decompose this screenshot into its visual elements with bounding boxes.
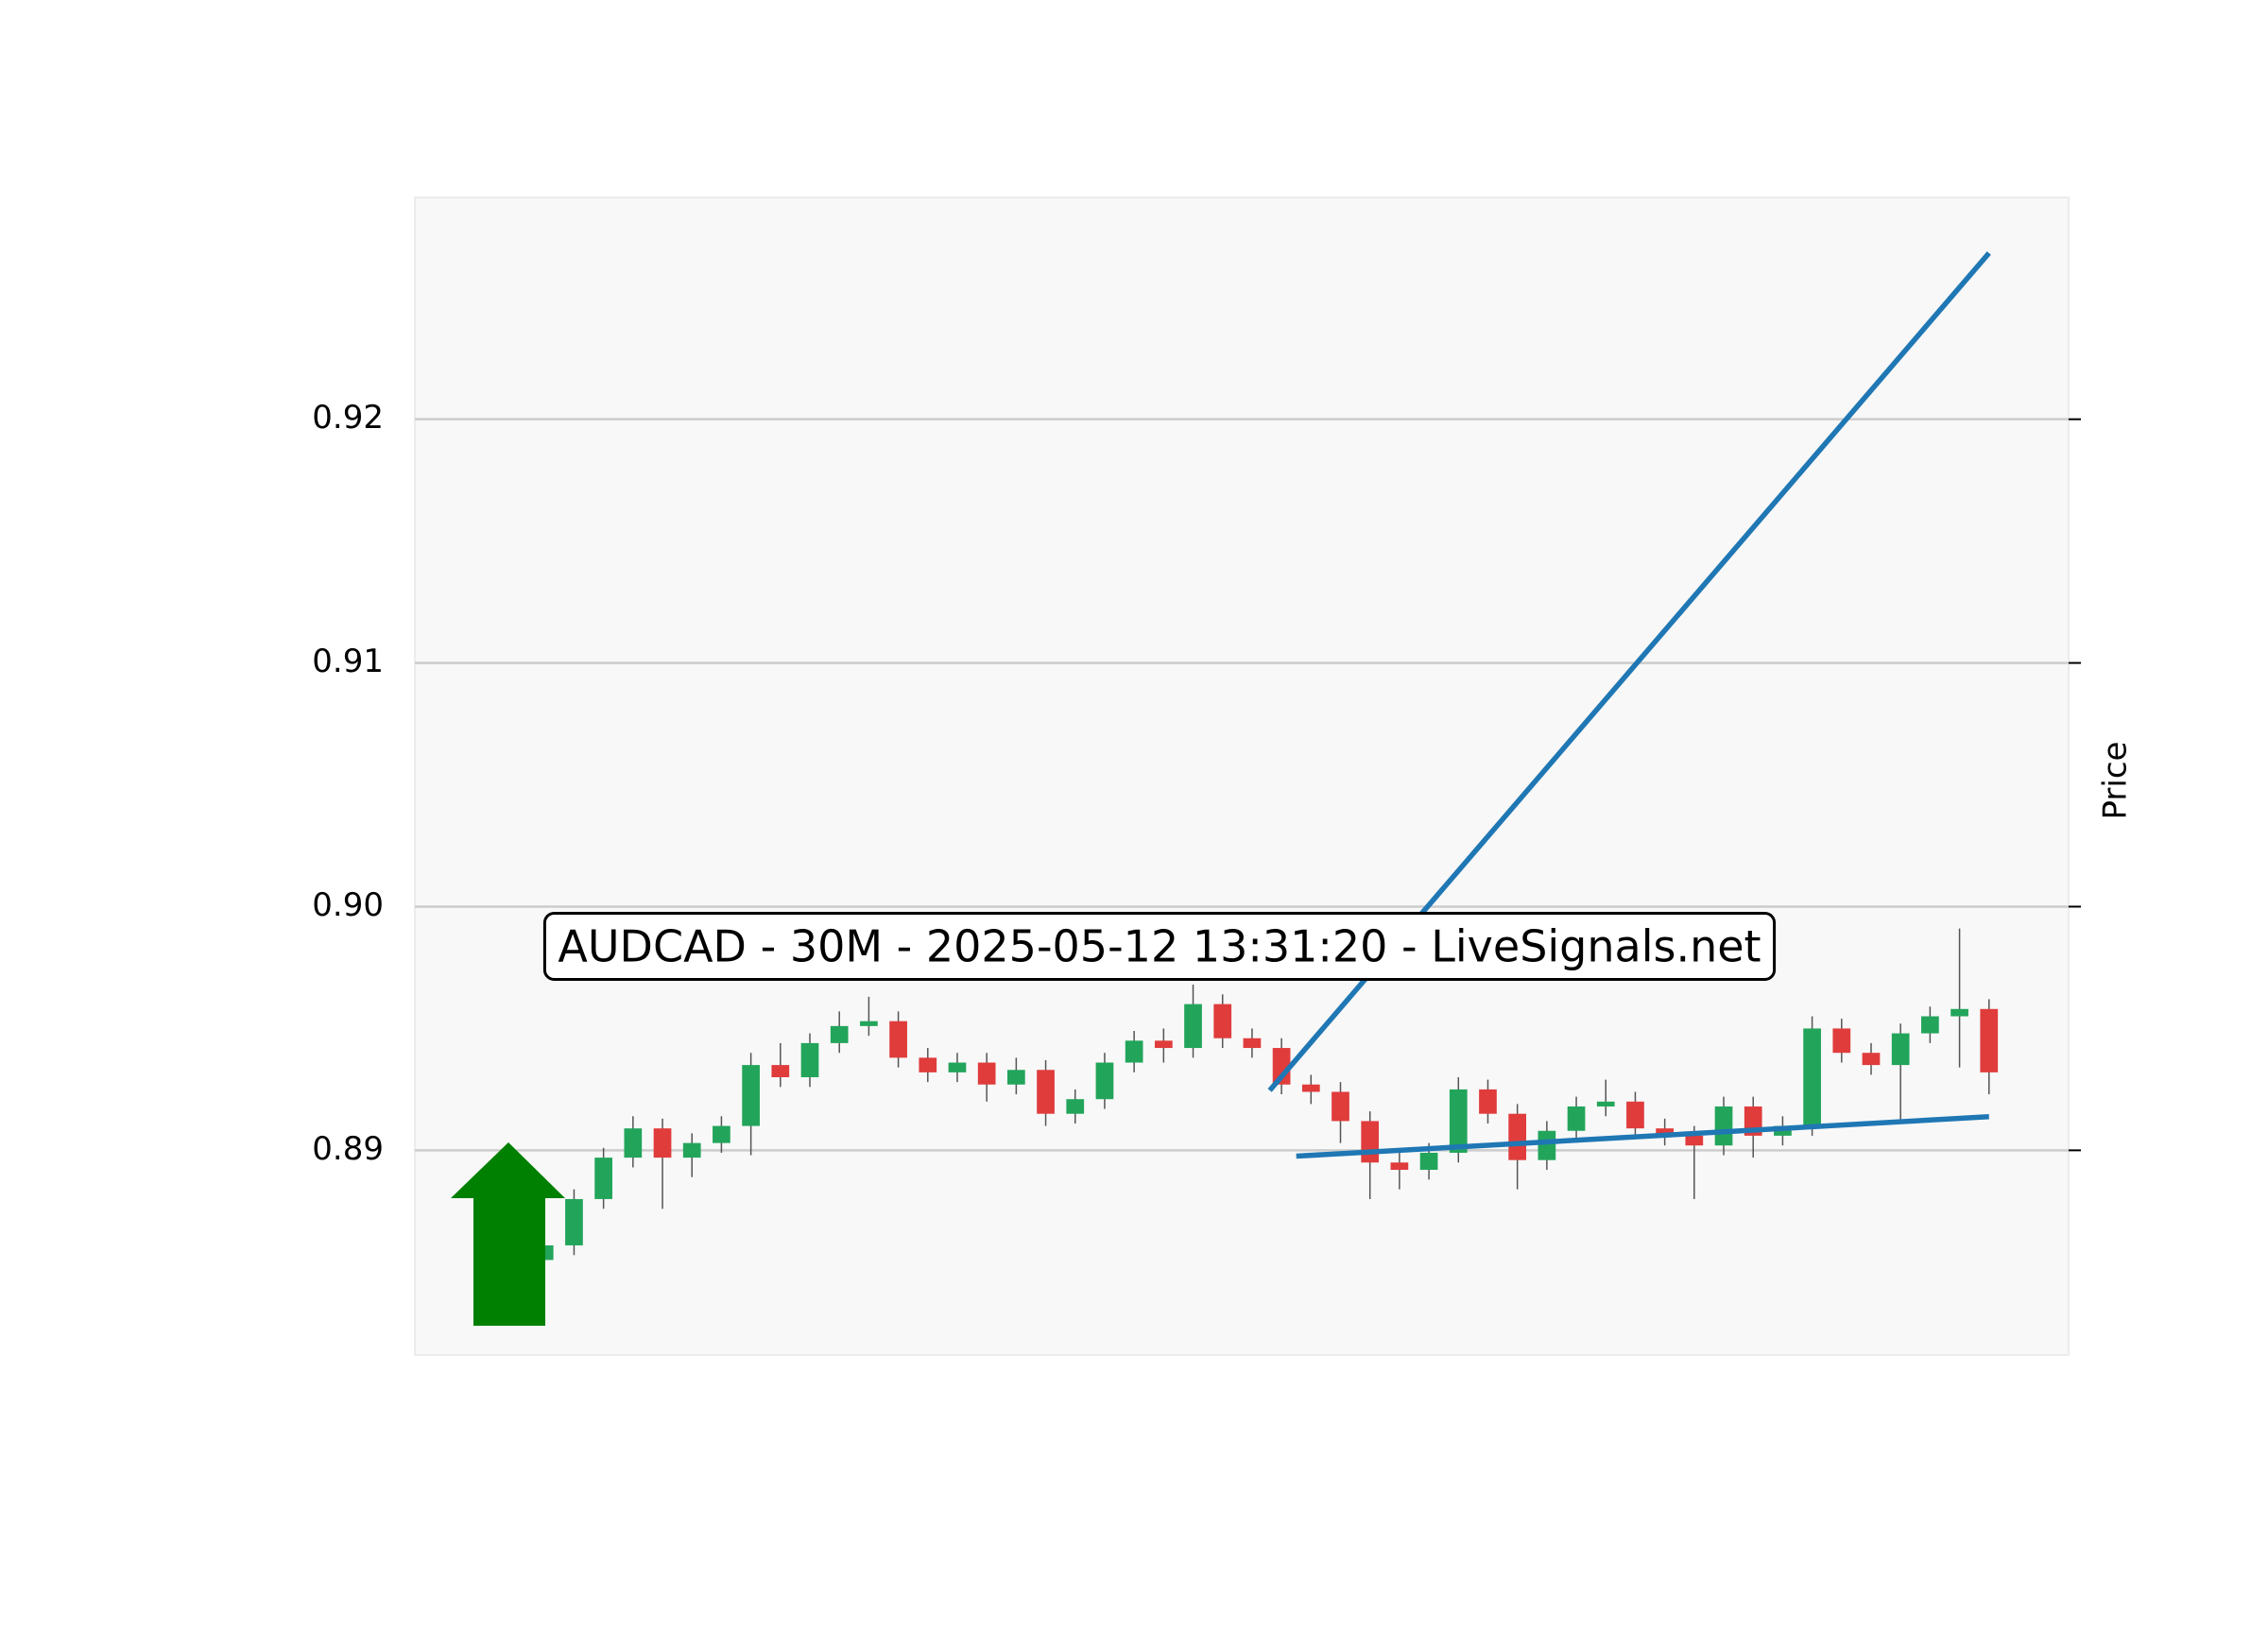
candle-body bbox=[1095, 1062, 1114, 1100]
candle-body bbox=[1479, 1089, 1497, 1114]
annotation: AUDCAD - 30M - 2025-05-12 13:31:20 - Liv… bbox=[558, 921, 1761, 972]
candle-body bbox=[1891, 1033, 1910, 1066]
candle-body bbox=[713, 1125, 730, 1143]
y-tick-label: 0.91 bbox=[312, 643, 384, 680]
candle-body bbox=[1685, 1135, 1704, 1146]
annotation-box bbox=[542, 912, 1777, 981]
candle-body bbox=[1567, 1106, 1586, 1131]
candle-body bbox=[1803, 1028, 1821, 1126]
candle-body bbox=[1390, 1162, 1409, 1170]
candle-body bbox=[771, 1065, 790, 1077]
candle-body bbox=[1980, 1008, 1999, 1072]
candle-body bbox=[1862, 1053, 1881, 1066]
signal-arrow bbox=[451, 1142, 565, 1326]
candle-body bbox=[1037, 1070, 1055, 1114]
y-tick-label: 0.92 bbox=[312, 399, 384, 437]
candle-body bbox=[1656, 1128, 1674, 1136]
candle-body bbox=[1066, 1099, 1085, 1114]
candle-body bbox=[1950, 1008, 1968, 1017]
candle-body bbox=[948, 1062, 967, 1072]
candle-body bbox=[1154, 1040, 1173, 1049]
candle-body bbox=[830, 1025, 849, 1043]
candle-body bbox=[594, 1158, 613, 1199]
candle-body bbox=[742, 1065, 760, 1126]
candle-body bbox=[1449, 1089, 1468, 1153]
candle-body bbox=[653, 1128, 672, 1158]
candle-body bbox=[919, 1057, 937, 1072]
candle-body bbox=[682, 1142, 701, 1158]
candle-body bbox=[1714, 1106, 1733, 1146]
plot-area bbox=[414, 197, 2070, 1356]
y-axis-label: Price bbox=[2097, 742, 2135, 820]
candle-body bbox=[1921, 1016, 1939, 1034]
candle-body bbox=[1361, 1121, 1380, 1163]
candle-body bbox=[1301, 1084, 1320, 1092]
candle-body bbox=[1213, 1004, 1232, 1038]
trendline bbox=[1296, 1114, 1989, 1159]
candle-body bbox=[1626, 1101, 1644, 1129]
candle-body bbox=[1596, 1101, 1615, 1107]
candle-body bbox=[889, 1021, 907, 1058]
candle-body bbox=[1419, 1152, 1438, 1170]
candle-body bbox=[1243, 1038, 1262, 1049]
y-tick-label: 0.90 bbox=[312, 886, 384, 924]
candle-body bbox=[565, 1198, 583, 1245]
candle-body bbox=[624, 1128, 643, 1158]
candle-body bbox=[860, 1021, 878, 1026]
candle-body bbox=[1508, 1113, 1527, 1160]
candle-body bbox=[1184, 1004, 1202, 1049]
candle-body bbox=[800, 1042, 819, 1077]
candle-body bbox=[1332, 1091, 1349, 1122]
candle-body bbox=[977, 1062, 996, 1085]
candle-body bbox=[1832, 1028, 1851, 1054]
y-tick-label: 0.89 bbox=[312, 1130, 384, 1168]
candle-body bbox=[1538, 1130, 1556, 1160]
candle-body bbox=[1125, 1040, 1143, 1063]
candle-body bbox=[1007, 1070, 1025, 1085]
